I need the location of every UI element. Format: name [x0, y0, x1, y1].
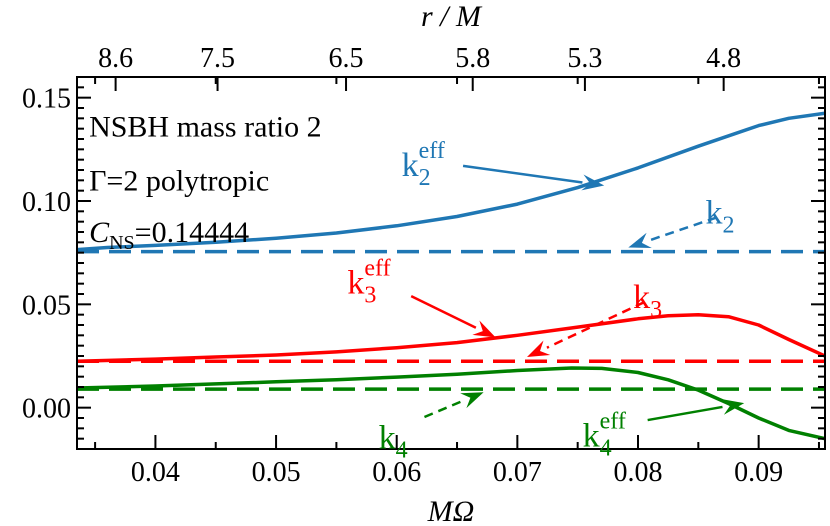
y-tick-label: 0.00	[22, 394, 71, 425]
arrow-shaft-k2	[648, 216, 717, 242]
arrow-head-k2-eff	[581, 174, 605, 191]
arrow-head-k3	[527, 340, 551, 357]
annotation-k4-eff: k4eff	[583, 399, 745, 462]
y-tick-label: 0.05	[22, 290, 71, 321]
arrow-head-k4-eff	[721, 399, 745, 415]
arrow-shaft-k3-eff	[410, 294, 477, 329]
arrow-shaft-k3	[546, 301, 645, 349]
x-tick-label: 0.06	[372, 457, 421, 488]
arrow-shaft-k2-eff	[462, 164, 583, 184]
plot-frame	[76, 76, 826, 450]
legend-line-2: Γ=2 polytropic	[89, 164, 269, 197]
x2-tick-label: 7.5	[200, 43, 235, 74]
ticks-layer: 0.04 0.05 0.06 0.07 0.08 0.09 0.00 0.05 0.10 0.15…	[22, 43, 825, 488]
annotation-k4: k4	[379, 392, 484, 464]
arrow-shaft-k4-eff	[647, 405, 723, 422]
x2-tick-label: 6.5	[329, 43, 364, 74]
series-line-k4-eff	[77, 366, 825, 441]
annotation-label-k2: k2	[706, 194, 735, 238]
series-line-k2-eff	[77, 111, 825, 252]
annotation-k2: k2	[628, 194, 735, 248]
arrow-head-k3-eff	[472, 320, 496, 338]
annotation-k3: k3	[527, 279, 662, 357]
x-tick-label: 0.09	[734, 457, 783, 488]
series-line-k3-eff	[77, 312, 825, 363]
x2-tick-label: 4.8	[706, 43, 741, 74]
x-tick-label: 0.04	[131, 457, 180, 488]
arrow-head-k4	[460, 392, 484, 409]
y-tick-label: 0.10	[22, 187, 71, 218]
annotation-label-k4: k4	[379, 420, 408, 464]
x2-axis-label: r / M	[421, 0, 483, 33]
annotation-label-k3-eff: k3eff	[347, 256, 390, 309]
legend-line-1: NSBH mass ratio 2	[89, 111, 322, 144]
annotation-label-k2-eff: k2eff	[402, 138, 445, 191]
legend-text-block: NSBH mass ratio 2 Γ=2 polytropic CNS=0.144…	[89, 111, 322, 254]
y-tick-label: 0.15	[22, 84, 71, 115]
x-axis-label: MΩ	[427, 495, 475, 526]
annotation-layer: k2eff k2 k3eff k3 k4 k4eff	[347, 138, 745, 464]
arrow-shaft-k4	[423, 399, 464, 419]
x2-tick-label: 5.8	[455, 43, 490, 74]
annotation-label-k4-eff: k4eff	[583, 409, 626, 462]
annotation-k2-eff: k2eff	[402, 138, 605, 191]
legend-line-3: CNS=0.14444	[89, 216, 249, 254]
x-tick-label: 0.08	[614, 457, 663, 488]
annotation-k3-eff: k3eff	[347, 256, 496, 338]
annotation-label-k3: k3	[633, 279, 662, 323]
x-tick-label: 0.05	[252, 457, 301, 488]
series-layer	[77, 111, 825, 441]
x2-tick-label: 5.3	[567, 43, 602, 74]
arrow-head-k2	[628, 232, 652, 248]
x2-tick-label: 8.6	[98, 43, 133, 74]
x-tick-label: 0.07	[493, 457, 542, 488]
